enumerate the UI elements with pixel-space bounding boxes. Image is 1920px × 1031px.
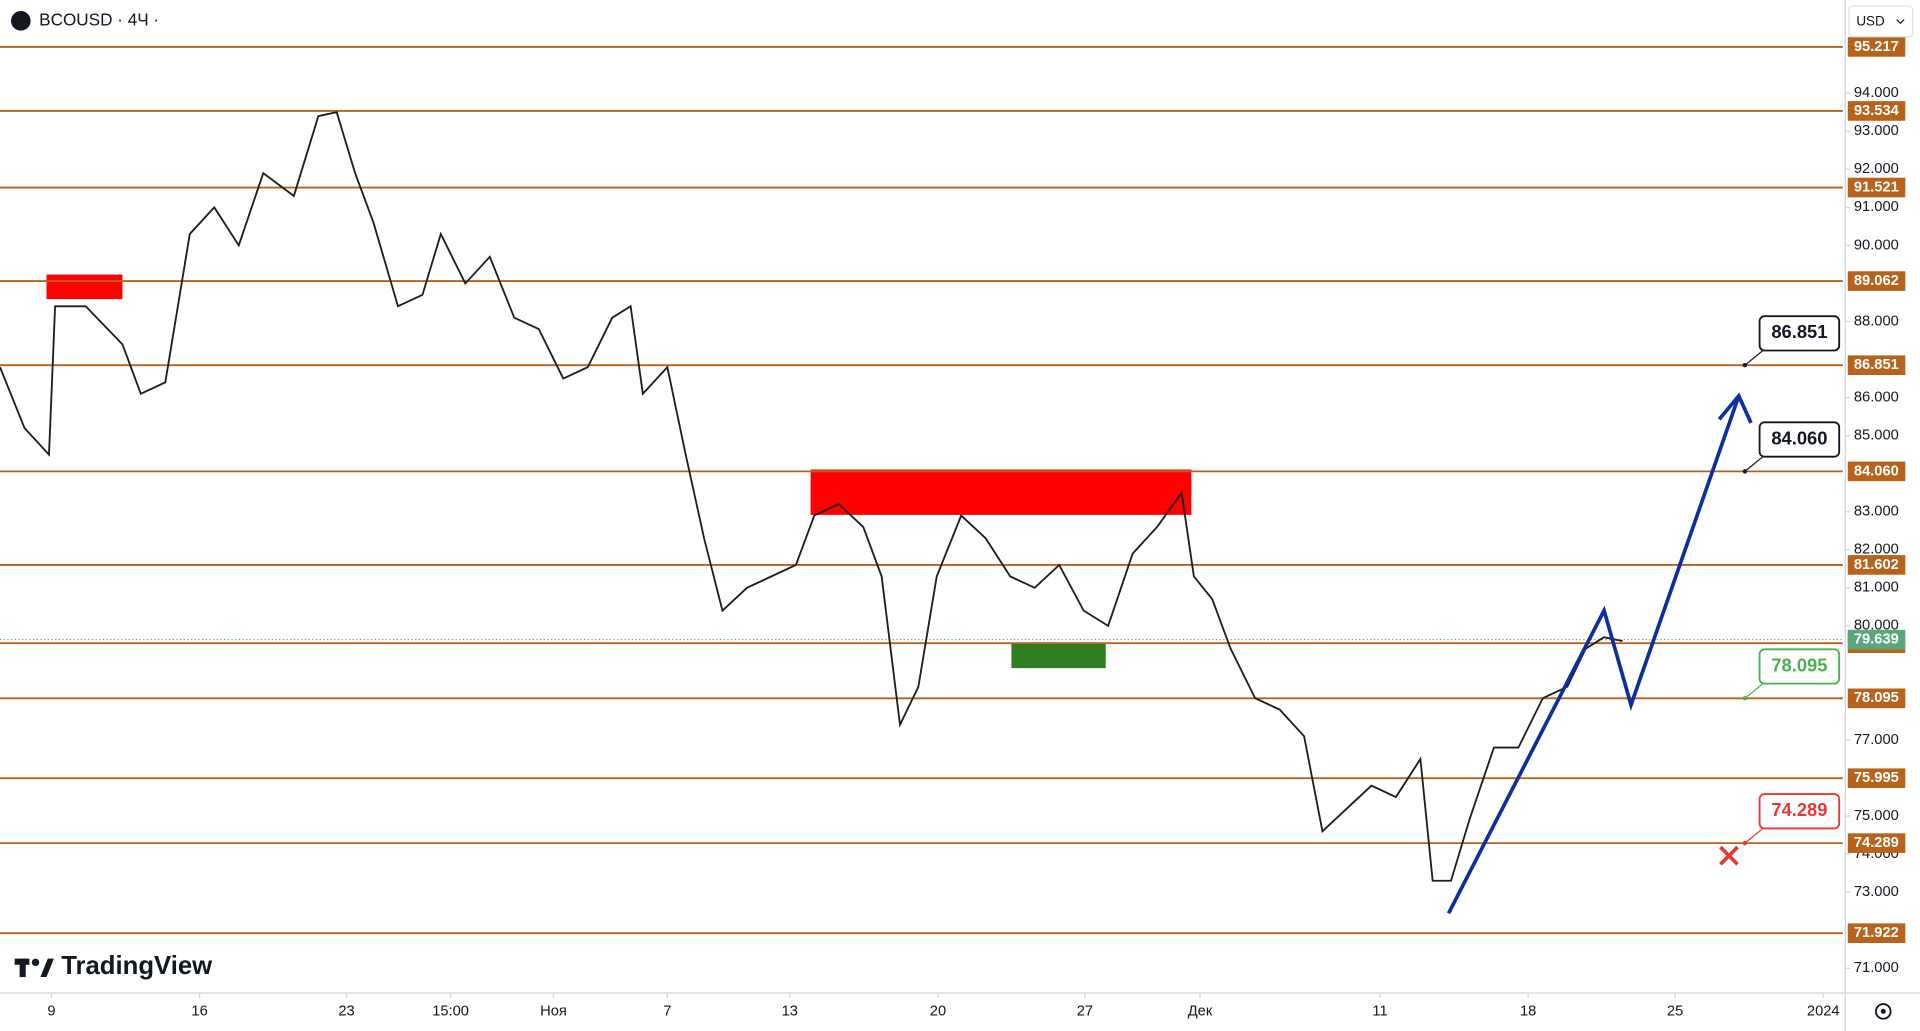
level-label: 86.851 [1854, 357, 1899, 373]
y-tick-label: 83.000 [1854, 504, 1899, 520]
callout-dot [1742, 696, 1748, 701]
callouts: 86.851 84.060 78.095 74.289 [1742, 315, 1841, 846]
level-box [1847, 101, 1906, 121]
x-tick-label: 11 [1372, 1003, 1387, 1019]
settings-icon-dot [1880, 1008, 1886, 1014]
x-tick-label: 9 [47, 1003, 55, 1019]
level-label: 89.062 [1854, 273, 1899, 289]
currency-label[interactable]: USD [1856, 14, 1885, 29]
callout-box [1758, 793, 1841, 830]
level-label: 84.060 [1854, 463, 1899, 479]
level-box [1847, 461, 1906, 482]
y-tick-label: 75.000 [1854, 808, 1899, 824]
price-line [0, 111, 1623, 882]
y-tick-label: 93.000 [1854, 123, 1899, 139]
y-tick-label: 80.000 [1854, 618, 1899, 634]
x-tick-label: 20 [930, 1003, 946, 1019]
level-label: 75.995 [1854, 770, 1899, 786]
levels [0, 45, 1843, 935]
callout-leader [1744, 826, 1765, 844]
y-tick-label: 88.000 [1854, 313, 1899, 329]
callout-leader [1744, 348, 1765, 366]
logo-part [19, 958, 26, 978]
demand-zone [1011, 642, 1106, 669]
level-box [1847, 177, 1906, 198]
y-tick-label: 77.000 [1854, 732, 1899, 748]
level-label: 71.922 [1854, 925, 1899, 941]
logo-part [31, 958, 40, 967]
level-box [1847, 688, 1906, 709]
level-label: 74.289 [1854, 835, 1899, 851]
y-tick-label: 73.000 [1854, 884, 1899, 900]
time-axis: 9 16 23 15:00 Ноя 7 13 20 27 Дек 11 18 25 2024 [47, 992, 1840, 1019]
stop-cross [1719, 845, 1739, 866]
y-tick-label: 86.000 [1854, 389, 1899, 405]
settings-icon[interactable] [1875, 1003, 1892, 1020]
currency-button[interactable] [1848, 5, 1914, 38]
callout-dot [1742, 469, 1748, 474]
level-label: 91.521 [1854, 179, 1899, 195]
callout-leader [1744, 454, 1765, 472]
y-tick-label: 91.000 [1854, 199, 1899, 215]
x-tick-label: Ноя [540, 1003, 567, 1019]
currency-chevron [1896, 19, 1905, 25]
series [0, 111, 1623, 882]
y-tick-label: 85.000 [1854, 428, 1899, 444]
callout-label: 74.289 [1771, 799, 1827, 820]
x-tick-label: Дек [1188, 1003, 1213, 1019]
x-tick-label: 2024 [1807, 1003, 1840, 1019]
level-labels: 95.217 93.534 91.521 89.062 86.851 84.060 81.6… [1847, 37, 1906, 943]
x-tick-label: 15:00 [432, 1003, 469, 1019]
projection-path [1446, 395, 1741, 915]
level-label: 78.095 [1854, 690, 1899, 706]
y-tick-label: 90.000 [1854, 237, 1899, 253]
level-box [1847, 555, 1906, 575]
x-tick-label: 13 [782, 1003, 798, 1019]
level-box [1847, 355, 1906, 376]
level-box [1847, 271, 1906, 291]
last-price-label: 79.639 [1854, 631, 1899, 647]
y-tick-label: 71.000 [1854, 960, 1899, 976]
y-tick-label: 92.000 [1854, 161, 1899, 177]
last-price-box [1847, 629, 1906, 650]
cross-stroke [1719, 845, 1739, 866]
brand-logo [14, 958, 54, 978]
level-label: 93.534 [1854, 103, 1900, 119]
supply-zone [46, 274, 123, 300]
supply-zone [810, 469, 1192, 515]
callout-box [1758, 421, 1841, 458]
callout-dot [1742, 840, 1748, 846]
x-tick-label: 16 [191, 1003, 207, 1019]
level-box [1847, 37, 1906, 57]
callout-dot [1742, 362, 1748, 368]
level-label: 81.602 [1854, 557, 1899, 573]
y-tick-label: 94.000 [1854, 85, 1899, 101]
symbol-title[interactable]: BCOUSD · 4Ч · [39, 9, 159, 29]
callout-label: 86.851 [1771, 321, 1827, 342]
level-label: 95.217 [1854, 39, 1899, 55]
level-box [1847, 768, 1906, 789]
x-tick-label: 23 [338, 1003, 354, 1019]
symbol-icon [11, 11, 31, 31]
x-tick-label: 7 [663, 1003, 671, 1019]
callout-box [1758, 648, 1841, 685]
y-tick-label: 82.000 [1854, 542, 1899, 558]
logo-part [40, 958, 54, 978]
callout-label: 78.095 [1771, 654, 1827, 675]
callout-leader [1744, 681, 1765, 699]
callout-label: 84.060 [1771, 427, 1827, 448]
x-tick-label: 25 [1667, 1003, 1683, 1019]
projection-arrow [1717, 392, 1753, 424]
y-tick-label: 81.000 [1854, 580, 1899, 596]
x-tick-label: 18 [1520, 1003, 1536, 1019]
level-box [1847, 833, 1906, 853]
callout-box [1758, 315, 1841, 352]
level-box [1847, 923, 1906, 943]
x-tick-label: 27 [1077, 1003, 1093, 1019]
brand-name: TradingView [61, 952, 213, 980]
